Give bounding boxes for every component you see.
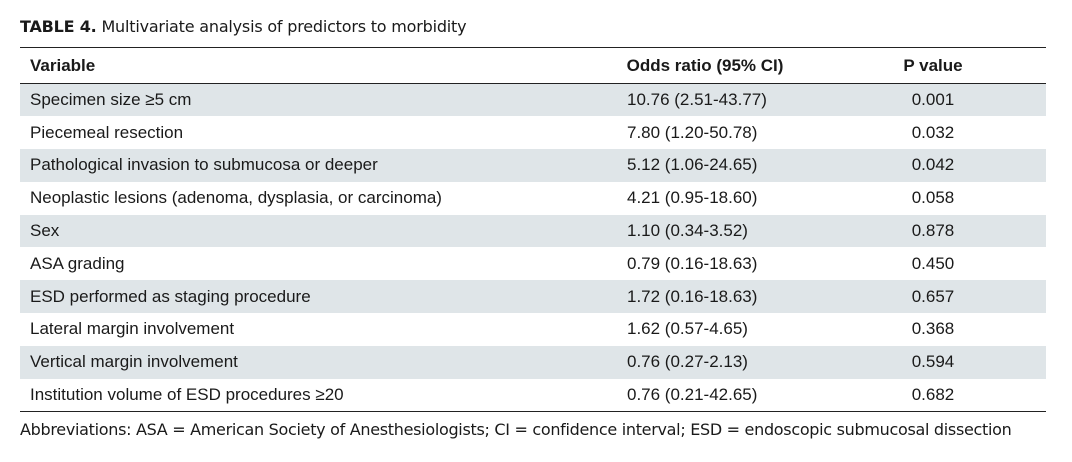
cell-odds-ratio: 0.79 (0.16-18.63) [590, 247, 820, 280]
cell-p-value: 0.032 [911, 122, 955, 142]
odds-ratio-value: 1.10 (0.34-3.52) [627, 221, 748, 241]
table-row: Neoplastic lesions (adenoma, dysplasia, … [20, 181, 1046, 215]
header-odds-ratio: Odds ratio (95% CI) [590, 47, 820, 84]
header-p-value: P value [820, 47, 1046, 84]
cell-p-value: 0.450 [911, 253, 955, 273]
table-row: Lateral margin involvement 1.62 (0.57-4.6… [20, 313, 1046, 346]
table-title: Multivariate analysis of predictors to m… [101, 17, 467, 36]
table-row: Sex 1.10 (0.34-3.52) 0.878 [20, 214, 1046, 248]
table-container: Variable Odds ratio (95% CI) P value Spe… [20, 47, 1046, 412]
odds-ratio-value: 0.76 (0.21-42.65) [627, 384, 758, 404]
cell-variable: Specimen size ≥5 cm [30, 90, 192, 110]
table-row: Institution volume of ESD procedures ≥20… [20, 378, 1046, 412]
table-number: TABLE 4. [20, 17, 97, 36]
table-body: Specimen size ≥5 cm 10.76 (2.51-43.77) 0.0… [20, 83, 1046, 412]
table-row: Vertical margin involvement 0.76 (0.27-2.… [20, 345, 1046, 379]
cell-variable: ASA grading [30, 253, 125, 273]
cell-odds-ratio: 0.76 (0.27-2.13) [590, 346, 820, 379]
cell-odds-ratio: 10.76 (2.51-43.77) [590, 84, 820, 117]
cell-variable: Pathological invasion to submucosa or de… [30, 155, 378, 175]
cell-variable: ESD performed as staging procedure [30, 286, 311, 306]
odds-ratio-value: 5.12 (1.06-24.65) [627, 155, 758, 175]
cell-odds-ratio: 0.76 (0.21-42.65) [590, 378, 820, 412]
odds-ratio-value: 7.80 (1.20-50.78) [627, 122, 758, 142]
cell-variable: Neoplastic lesions (adenoma, dysplasia, … [30, 188, 442, 208]
table-caption: TABLE 4. Multivariate analysis of predic… [20, 17, 467, 37]
cell-variable: Vertical margin involvement [30, 352, 238, 372]
odds-ratio-value: 1.62 (0.57-4.65) [627, 319, 748, 339]
cell-variable: Sex [30, 221, 60, 241]
odds-ratio-value: 4.21 (0.95-18.60) [627, 188, 758, 208]
table-row: ASA grading 0.79 (0.16-18.63) 0.450 [20, 247, 1046, 281]
header-row: Variable Odds ratio (95% CI) P value [20, 47, 1046, 84]
table-row: Piecemeal resection 7.80 (1.20-50.78) 0.03… [20, 116, 1046, 150]
odds-ratio-value: 0.76 (0.27-2.13) [627, 352, 748, 372]
odds-ratio-value: 1.72 (0.16-18.63) [627, 286, 758, 306]
cell-p-value: 0.058 [911, 188, 955, 208]
cell-variable: Piecemeal resection [30, 122, 184, 142]
cell-odds-ratio: 7.80 (1.20-50.78) [590, 116, 820, 149]
cell-odds-ratio: 4.21 (0.95-18.60) [590, 182, 820, 215]
table-row: Pathological invasion to submucosa or de… [20, 149, 1046, 182]
odds-ratio-value: 10.76 (2.51-43.77) [627, 90, 767, 110]
cell-p-value: 0.001 [911, 90, 955, 110]
cell-p-value: 0.368 [911, 319, 955, 339]
cell-variable: Lateral margin involvement [30, 319, 235, 339]
abbreviations-footnote: Abbreviations: ASA = American Society of… [20, 420, 1012, 439]
cell-variable: Institution volume of ESD procedures ≥20 [20, 378, 590, 412]
cell-p-value: 0.594 [911, 352, 955, 372]
cell-odds-ratio: 1.62 (0.57-4.65) [590, 313, 820, 346]
cell-odds-ratio: 1.72 (0.16-18.63) [590, 280, 820, 313]
table-row: Specimen size ≥5 cm 10.76 (2.51-43.77) 0.0… [20, 83, 1046, 117]
data-table: Variable Odds ratio (95% CI) P value Spe… [20, 47, 1046, 412]
odds-ratio-value: 0.79 (0.16-18.63) [627, 253, 758, 273]
cell-p-value: 0.657 [911, 286, 955, 306]
cell-odds-ratio: 5.12 (1.06-24.65) [590, 149, 820, 182]
table-row: ESD performed as staging procedure 1.72 (… [20, 280, 1046, 314]
cell-p-value: 0.682 [820, 378, 1046, 412]
header-variable: Variable [20, 47, 590, 84]
cell-p-value: 0.042 [911, 155, 955, 175]
cell-p-value: 0.878 [911, 221, 955, 241]
cell-odds-ratio: 1.10 (0.34-3.52) [590, 215, 820, 248]
